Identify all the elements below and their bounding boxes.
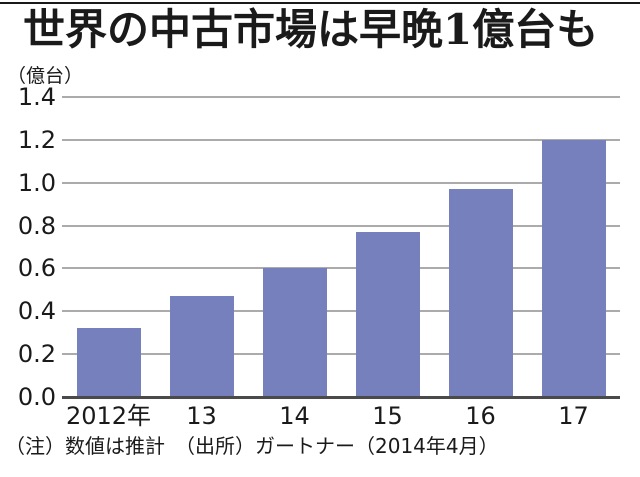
gridline xyxy=(62,310,620,313)
y-tick-label: 1.2 xyxy=(17,125,56,154)
y-axis-unit-label: （億台） xyxy=(7,65,84,87)
bar-13 xyxy=(170,296,234,397)
bar-2012年 xyxy=(77,328,141,397)
gridline xyxy=(62,96,620,98)
x-tick-label: 16 xyxy=(465,402,496,430)
x-tick-label: 15 xyxy=(372,402,403,430)
bar-16 xyxy=(449,189,513,397)
chart-title: 世界の中古市場は早晩1億台も xyxy=(23,5,599,54)
footnote: （注）数値は推計 （出所）ガートナー（2014年4月） xyxy=(5,434,499,458)
x-tick-label: 17 xyxy=(558,402,589,430)
gridline xyxy=(62,353,620,356)
y-tick-label: 1.0 xyxy=(17,168,56,197)
bar-17 xyxy=(542,140,606,397)
y-tick-label: 0.4 xyxy=(17,297,56,326)
y-tick-label: 0.2 xyxy=(17,340,56,369)
x-axis-line xyxy=(62,396,620,399)
gridline xyxy=(62,224,620,227)
y-tick-label: 0.6 xyxy=(17,254,56,283)
y-tick-label: 0.0 xyxy=(17,383,56,411)
gridline xyxy=(62,138,620,141)
bar-14 xyxy=(263,268,327,397)
y-tick-label: 1.4 xyxy=(17,83,56,111)
top-rule xyxy=(0,2,640,4)
gridline xyxy=(62,267,620,270)
gridline xyxy=(62,181,620,184)
y-tick-label: 0.8 xyxy=(17,211,56,240)
x-tick-label: 2012年 xyxy=(65,402,152,430)
x-tick-label: 14 xyxy=(279,402,310,430)
x-tick-label: 13 xyxy=(186,402,217,430)
bar-15 xyxy=(356,232,420,397)
